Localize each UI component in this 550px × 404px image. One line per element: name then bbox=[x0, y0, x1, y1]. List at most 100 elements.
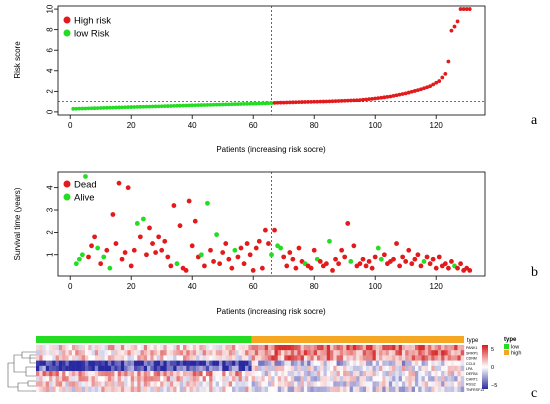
heatmap-cell bbox=[209, 350, 213, 356]
heatmap-cell bbox=[173, 350, 177, 356]
heatmap-cell bbox=[372, 355, 376, 361]
heatmap-cell bbox=[385, 376, 390, 382]
heatmap-cell bbox=[98, 345, 102, 351]
risk-point bbox=[101, 106, 106, 110]
heatmap-cell bbox=[310, 355, 314, 361]
heatmap-cell bbox=[199, 365, 203, 372]
heatmap-cell bbox=[94, 386, 99, 392]
heatmap-cell bbox=[85, 355, 89, 361]
heatmap-cell bbox=[101, 376, 105, 382]
heatmap-cell bbox=[294, 355, 298, 361]
dead-point bbox=[125, 185, 131, 191]
heatmap-cell bbox=[196, 371, 200, 377]
heatmap-cell bbox=[382, 386, 386, 392]
y-tick-label: 4 bbox=[46, 185, 55, 190]
heatmap-cell bbox=[202, 360, 207, 366]
heatmap-cell bbox=[62, 376, 66, 382]
heatmap-cell bbox=[101, 381, 105, 387]
heatmap-cell bbox=[62, 350, 66, 356]
heatmap-cell bbox=[62, 381, 66, 387]
heatmap-cell bbox=[310, 381, 314, 387]
heatmap-cell bbox=[414, 360, 419, 366]
risk-point bbox=[330, 99, 335, 104]
heatmap-cell bbox=[428, 355, 432, 361]
risk-point bbox=[71, 106, 76, 111]
heatmap-cell bbox=[385, 371, 390, 377]
heatmap-cell bbox=[421, 350, 425, 356]
risk-point bbox=[345, 98, 350, 103]
heatmap-cell bbox=[310, 386, 314, 392]
heatmap-cell bbox=[408, 365, 412, 372]
heatmap-cell bbox=[300, 360, 305, 366]
heatmap-cell bbox=[238, 386, 243, 392]
heatmap-cell bbox=[58, 381, 63, 387]
colorbar: 5 0 −5 bbox=[482, 345, 497, 389]
dead-point bbox=[418, 263, 424, 269]
heatmap-cell bbox=[349, 360, 354, 366]
heatmap-cell bbox=[441, 371, 445, 377]
heatmap-cell bbox=[215, 371, 220, 377]
heatmap-cell bbox=[297, 376, 301, 382]
heatmap-cell bbox=[127, 360, 131, 366]
heatmap-cell bbox=[49, 350, 53, 356]
heatmap-cell bbox=[261, 371, 265, 377]
heatmap-cell bbox=[434, 350, 439, 356]
heatmap-cell bbox=[189, 381, 194, 387]
risk-point bbox=[284, 100, 289, 105]
heatmap-cell bbox=[349, 365, 354, 372]
dead-point bbox=[360, 256, 366, 262]
heatmap-cell bbox=[274, 386, 278, 392]
heatmap-cell bbox=[71, 371, 76, 377]
heatmap-cell bbox=[444, 376, 448, 382]
heatmap-cell bbox=[460, 381, 465, 387]
x-tick-label: 40 bbox=[188, 121, 197, 130]
heatmap-cell bbox=[94, 345, 99, 351]
heatmap-cell bbox=[183, 350, 187, 356]
dead-point bbox=[156, 234, 162, 240]
legend: Dead Alive bbox=[63, 180, 97, 204]
heatmap-cell bbox=[408, 381, 412, 387]
heatmap-cell bbox=[303, 386, 308, 392]
heatmap-cell bbox=[225, 355, 229, 361]
heatmap-cell bbox=[117, 355, 122, 361]
heatmap-cell bbox=[405, 355, 409, 361]
heatmap-cell bbox=[323, 355, 327, 361]
y-tick-label: 3 bbox=[46, 207, 55, 212]
heatmap-cell bbox=[336, 350, 341, 356]
heatmap-cell bbox=[408, 355, 412, 361]
heatmap-cell bbox=[424, 381, 429, 387]
heatmap-cell bbox=[212, 386, 216, 392]
heatmap-cell bbox=[192, 386, 197, 392]
heatmap-cell bbox=[339, 371, 344, 377]
heatmap-cell bbox=[290, 381, 295, 387]
heatmap-cell bbox=[362, 355, 367, 361]
heatmap-cell bbox=[300, 350, 305, 356]
heatmap-cell bbox=[261, 350, 265, 356]
heatmap-cell bbox=[42, 350, 47, 356]
heatmap-cell bbox=[218, 376, 223, 382]
heatmap-cell bbox=[398, 381, 403, 387]
heatmap-cell bbox=[261, 360, 265, 366]
heatmap-cell bbox=[245, 365, 249, 372]
heatmap-cell bbox=[336, 386, 341, 392]
heatmap-cell bbox=[58, 360, 63, 366]
heatmap-cell bbox=[147, 386, 151, 392]
heatmap-cell bbox=[199, 381, 203, 387]
dead-point bbox=[427, 261, 433, 267]
heatmap-cell bbox=[281, 355, 285, 361]
heatmap-cell bbox=[359, 386, 363, 392]
heatmap-cell bbox=[349, 376, 354, 382]
heatmap-cell bbox=[107, 355, 112, 361]
heatmap-cell bbox=[186, 360, 190, 366]
heatmap-cell bbox=[81, 360, 86, 366]
heatmap-cell bbox=[411, 386, 416, 392]
heatmap-cell bbox=[85, 381, 89, 387]
dead-point bbox=[186, 198, 192, 204]
heatmap-cell bbox=[183, 381, 187, 387]
heatmap-cell bbox=[284, 355, 288, 361]
heatmap-cell bbox=[450, 371, 455, 377]
dead-point bbox=[259, 265, 265, 271]
heatmap-cell bbox=[65, 345, 69, 351]
heatmap-cell bbox=[251, 365, 256, 372]
